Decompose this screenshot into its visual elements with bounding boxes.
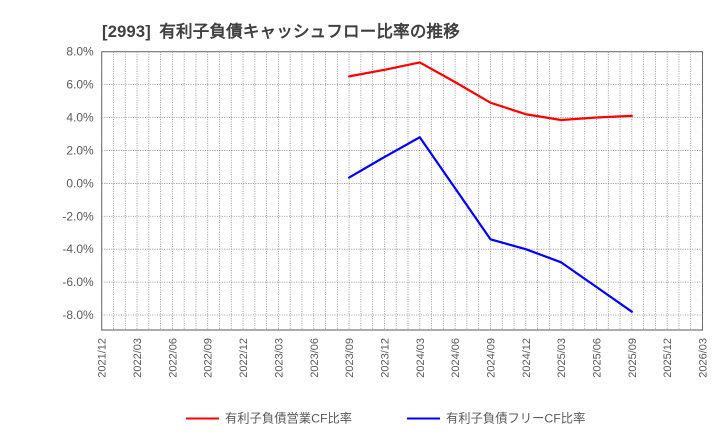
svg-text:有利子負債営業CF比率: 有利子負債営業CF比率 (225, 411, 352, 426)
svg-text:-4.0%: -4.0% (62, 242, 94, 256)
svg-text:2023/03: 2023/03 (273, 338, 285, 378)
svg-text:2024/06: 2024/06 (450, 338, 462, 378)
svg-text:2025/09: 2025/09 (627, 338, 639, 378)
svg-text:2022/09: 2022/09 (203, 338, 215, 378)
svg-text:有利子負債フリーCF比率: 有利子負債フリーCF比率 (446, 411, 585, 426)
svg-text:2025/03: 2025/03 (556, 338, 568, 378)
svg-text:8.0%: 8.0% (66, 45, 94, 59)
svg-text:-2.0%: -2.0% (62, 209, 94, 223)
svg-text:0.0%: 0.0% (66, 176, 94, 190)
svg-text:2024/12: 2024/12 (521, 338, 533, 378)
svg-text:2023/09: 2023/09 (344, 338, 356, 378)
svg-text:2023/06: 2023/06 (309, 338, 321, 378)
svg-text:2025/12: 2025/12 (662, 338, 674, 378)
svg-text:6.0%: 6.0% (66, 78, 94, 92)
svg-text:-8.0%: -8.0% (62, 308, 94, 322)
svg-text:2024/03: 2024/03 (415, 338, 427, 378)
svg-text:2022/03: 2022/03 (132, 338, 144, 378)
svg-text:2.0%: 2.0% (66, 143, 94, 157)
svg-text:-6.0%: -6.0% (62, 275, 94, 289)
svg-text:2022/06: 2022/06 (167, 338, 179, 378)
svg-text:2025/06: 2025/06 (591, 338, 603, 378)
svg-text:2022/12: 2022/12 (238, 338, 250, 378)
svg-text:2024/09: 2024/09 (485, 338, 497, 378)
svg-text:2021/12: 2021/12 (97, 338, 109, 378)
svg-text:4.0%: 4.0% (66, 111, 94, 125)
svg-text:2026/03: 2026/03 (698, 338, 710, 378)
svg-text:2023/12: 2023/12 (379, 338, 391, 378)
